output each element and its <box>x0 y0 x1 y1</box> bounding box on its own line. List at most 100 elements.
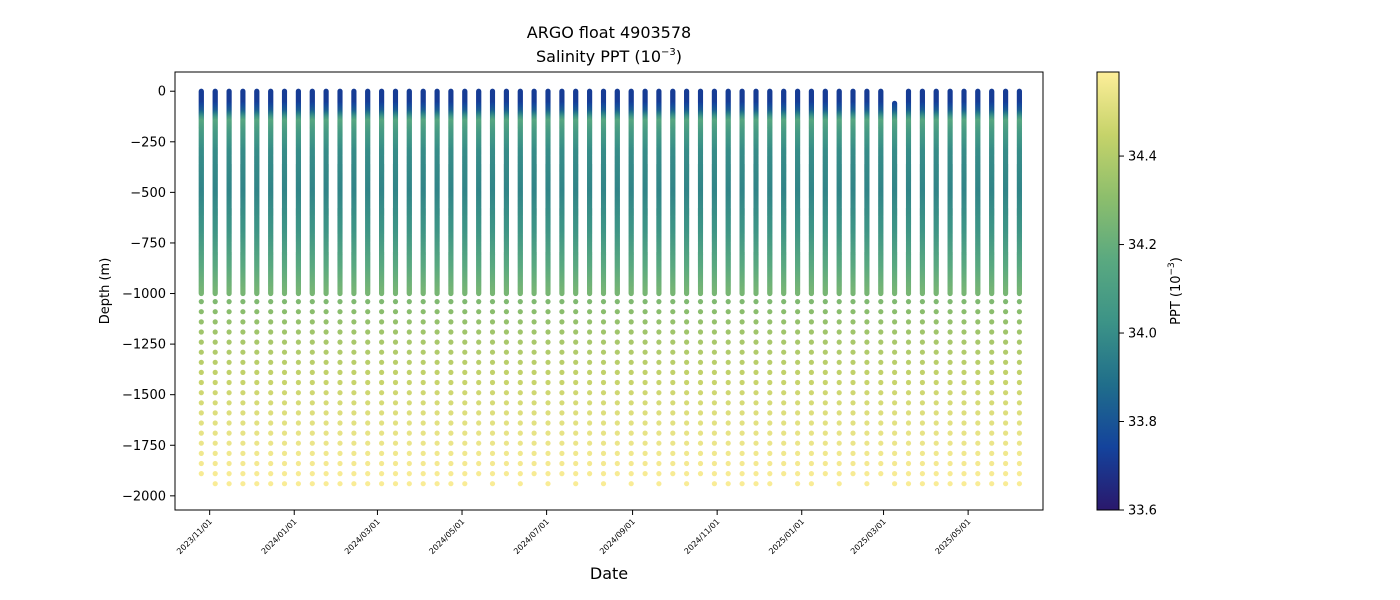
data-point <box>489 430 496 436</box>
data-point <box>365 329 371 335</box>
data-point <box>295 450 301 456</box>
data-point <box>392 481 399 487</box>
data-point <box>489 460 496 467</box>
data-point <box>198 440 204 446</box>
data-point <box>351 390 357 396</box>
data-point <box>323 390 329 396</box>
data-point <box>295 430 301 436</box>
data-point <box>434 329 440 335</box>
data-point <box>323 329 329 335</box>
data-point <box>434 481 440 487</box>
data-point <box>240 481 246 487</box>
data-point <box>323 359 329 365</box>
data-point <box>226 309 232 315</box>
data-point <box>240 290 246 297</box>
data-point <box>406 339 412 345</box>
data-point <box>281 319 288 325</box>
data-point <box>448 319 454 325</box>
data-point <box>406 390 412 396</box>
data-point <box>448 410 454 416</box>
data-point <box>226 430 232 436</box>
data-point <box>281 410 288 416</box>
chart-subtitle: Salinity PPT (10−3) <box>536 47 682 66</box>
data-point <box>254 329 260 335</box>
data-point <box>268 410 274 416</box>
data-point <box>434 379 440 386</box>
data-point <box>240 430 246 436</box>
data-point <box>406 400 412 406</box>
data-point <box>337 430 343 436</box>
data-point <box>240 460 246 467</box>
data-point <box>392 390 399 396</box>
data-point <box>309 400 315 406</box>
data-point <box>295 379 301 386</box>
data-point <box>379 420 385 426</box>
data-point <box>254 359 260 365</box>
data-point <box>489 369 496 375</box>
data-point <box>420 481 426 487</box>
data-point <box>226 471 232 477</box>
data-point <box>281 329 288 335</box>
data-point <box>365 309 371 315</box>
data-point <box>351 430 357 436</box>
data-point <box>476 379 482 386</box>
data-point <box>323 430 329 436</box>
data-point <box>337 390 343 396</box>
data-point <box>489 390 496 396</box>
data-point <box>448 450 454 456</box>
data-point <box>448 290 454 297</box>
data-point <box>379 349 385 355</box>
data-point <box>351 460 357 467</box>
data-point <box>268 471 274 477</box>
data-point <box>212 379 218 386</box>
data-point <box>351 369 357 375</box>
data-point <box>392 329 399 335</box>
data-point <box>406 430 412 436</box>
data-point <box>420 349 426 355</box>
data-point <box>309 339 315 345</box>
data-point <box>309 410 315 416</box>
data-point <box>323 471 329 477</box>
data-point <box>337 299 343 305</box>
data-point <box>198 460 204 467</box>
data-point <box>406 290 412 297</box>
data-point <box>295 339 301 345</box>
data-point <box>226 299 232 305</box>
data-point <box>323 299 329 305</box>
data-point <box>392 339 399 345</box>
data-point <box>240 420 246 426</box>
data-point <box>268 460 274 467</box>
data-point <box>489 309 496 315</box>
data-point <box>198 349 204 355</box>
data-point <box>309 319 315 325</box>
data-point <box>365 481 371 487</box>
data-point <box>212 400 218 406</box>
data-point <box>268 309 274 315</box>
data-point <box>309 390 315 396</box>
data-point <box>392 471 399 477</box>
data-point <box>476 309 482 315</box>
data-point <box>489 420 496 426</box>
data-point <box>365 290 371 297</box>
data-point <box>434 440 440 446</box>
data-point <box>337 379 343 386</box>
data-point <box>212 471 218 477</box>
data-point <box>323 319 329 325</box>
data-point <box>420 471 426 477</box>
data-point <box>268 319 274 325</box>
data-point <box>379 299 385 305</box>
data-point <box>379 450 385 456</box>
data-point <box>212 299 218 305</box>
data-point <box>309 329 315 335</box>
data-point <box>434 410 440 416</box>
data-point <box>281 339 288 345</box>
data-points <box>198 88 1023 487</box>
data-point <box>240 390 246 396</box>
data-point <box>268 430 274 436</box>
data-point <box>365 420 371 426</box>
data-point <box>420 390 426 396</box>
data-point <box>392 309 399 315</box>
data-point <box>392 369 399 375</box>
data-point <box>420 450 426 456</box>
data-point <box>323 379 329 386</box>
